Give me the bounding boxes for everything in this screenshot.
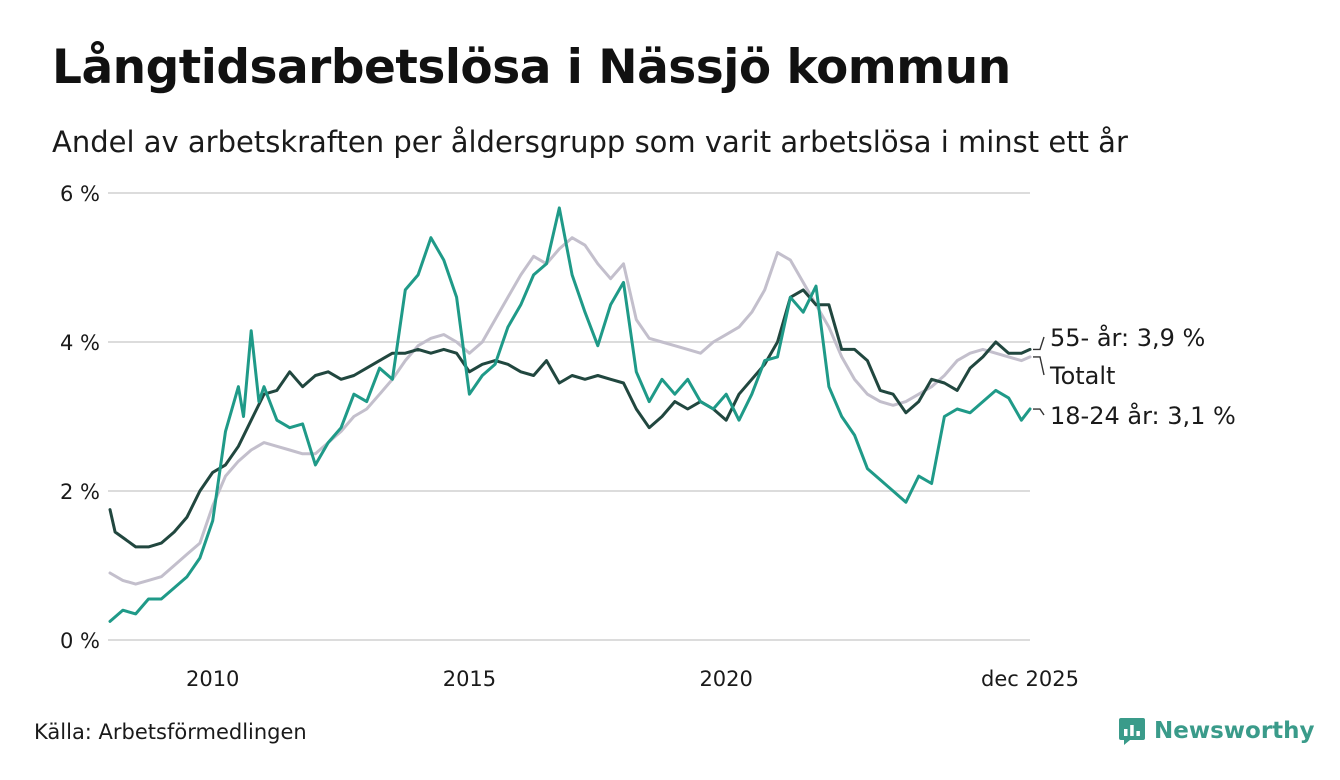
- end-label-total: Totalt: [1049, 362, 1115, 390]
- end-label-age1824: 18-24 år: 3,1 %: [1050, 401, 1236, 430]
- chart-title: Långtidsarbetslösa i Nässjö kommun: [52, 40, 1011, 95]
- x-tick-label: 2015: [443, 667, 496, 691]
- grid-lines: [108, 192, 1030, 641]
- x-tick-label: dec 2025: [981, 667, 1079, 691]
- series-end-labels: Totalt 55- år: 3,9 % 18-24 år: 3,1 %: [1033, 323, 1236, 430]
- x-tick-label: 2020: [699, 667, 752, 691]
- x-axis-ticks: 2010 2015 2020 dec 2025: [186, 667, 1079, 691]
- brand-logo[interactable]: Newsworthy: [1118, 714, 1315, 748]
- y-tick-label: 6 %: [60, 182, 100, 206]
- leader-line-total: [1033, 356, 1045, 376]
- end-label-age55: 55- år: 3,9 %: [1050, 323, 1205, 352]
- leader-line-age1824: [1033, 408, 1045, 416]
- y-tick-label: 4 %: [60, 331, 100, 355]
- chart-subtitle: Andel av arbetskraften per åldersgrupp s…: [52, 125, 1128, 159]
- y-tick-label: 0 %: [60, 629, 100, 653]
- series-lines: [108, 206, 1032, 623]
- y-tick-label: 2 %: [60, 480, 100, 504]
- series-line-total: [108, 236, 1032, 586]
- brand-name: Newsworthy: [1154, 718, 1315, 744]
- x-tick-label: 2010: [186, 667, 239, 691]
- series-line-age55: [108, 288, 1032, 549]
- chat-chart-icon: [1119, 718, 1145, 745]
- series-line-age1824: [108, 206, 1032, 623]
- leader-line-age55: [1033, 336, 1045, 351]
- y-axis-ticks: 0 % 2 % 4 % 6 %: [60, 182, 100, 653]
- source-note: Källa: Arbetsförmedlingen: [34, 720, 307, 744]
